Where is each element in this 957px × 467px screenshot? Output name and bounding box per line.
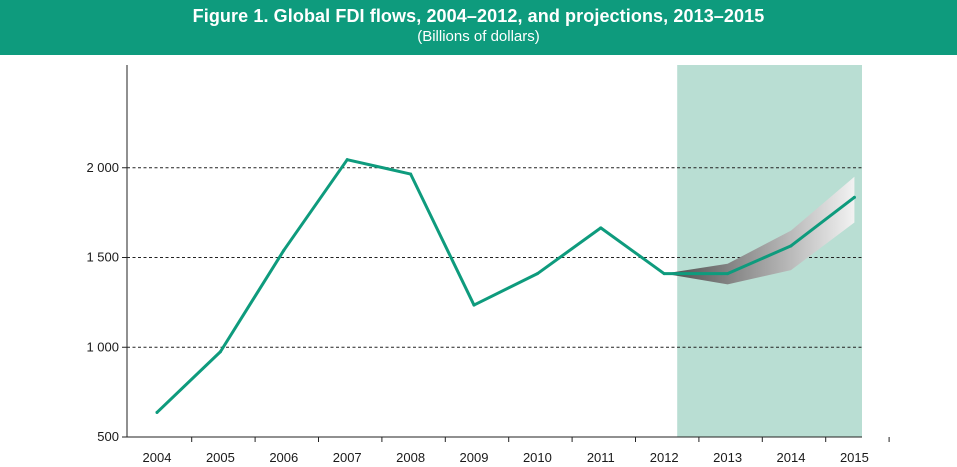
- x-tick-label-2004: 2004: [143, 450, 172, 465]
- data-point-2009: [472, 303, 476, 307]
- projection-uncertainty-band: [664, 176, 855, 285]
- y-tick-label-1000: 1 000: [86, 339, 119, 354]
- x-tick-label-2010: 2010: [523, 450, 552, 465]
- data-point-2004: [155, 410, 159, 414]
- x-tick-label-2007: 2007: [333, 450, 362, 465]
- x-tick-label-2015: 2015: [840, 450, 869, 465]
- y-tick-label-1500: 1 500: [86, 250, 119, 265]
- data-point-2013: [726, 272, 730, 276]
- x-tick-label-2005: 2005: [206, 450, 235, 465]
- x-tick-label-2009: 2009: [460, 450, 489, 465]
- y-tick-label-2000: 2 000: [86, 160, 119, 175]
- data-point-2015: [852, 195, 856, 199]
- x-tick-label-2006: 2006: [269, 450, 298, 465]
- y-tick-label-500: 500: [97, 429, 119, 444]
- x-tick-label-2013: 2013: [713, 450, 742, 465]
- x-tick-label-2014: 2014: [777, 450, 806, 465]
- data-point-2007: [345, 158, 349, 162]
- data-point-2006: [282, 248, 286, 252]
- data-point-2011: [599, 226, 603, 230]
- data-point-2014: [789, 244, 793, 248]
- chart-subtitle: (Billions of dollars): [417, 28, 540, 45]
- chart-header: Figure 1. Global FDI flows, 2004–2012, a…: [0, 0, 957, 55]
- data-point-2012: [662, 272, 666, 276]
- x-tick-label-2011: 2011: [587, 450, 615, 465]
- data-point-2005: [218, 350, 222, 354]
- x-tick-label-2012: 2012: [650, 450, 679, 465]
- data-point-2008: [409, 172, 413, 176]
- chart-title: Figure 1. Global FDI flows, 2004–2012, a…: [192, 6, 765, 26]
- data-point-2010: [535, 272, 539, 276]
- series-line-fdi-flows: [155, 158, 856, 414]
- x-tick-label-2008: 2008: [396, 450, 425, 465]
